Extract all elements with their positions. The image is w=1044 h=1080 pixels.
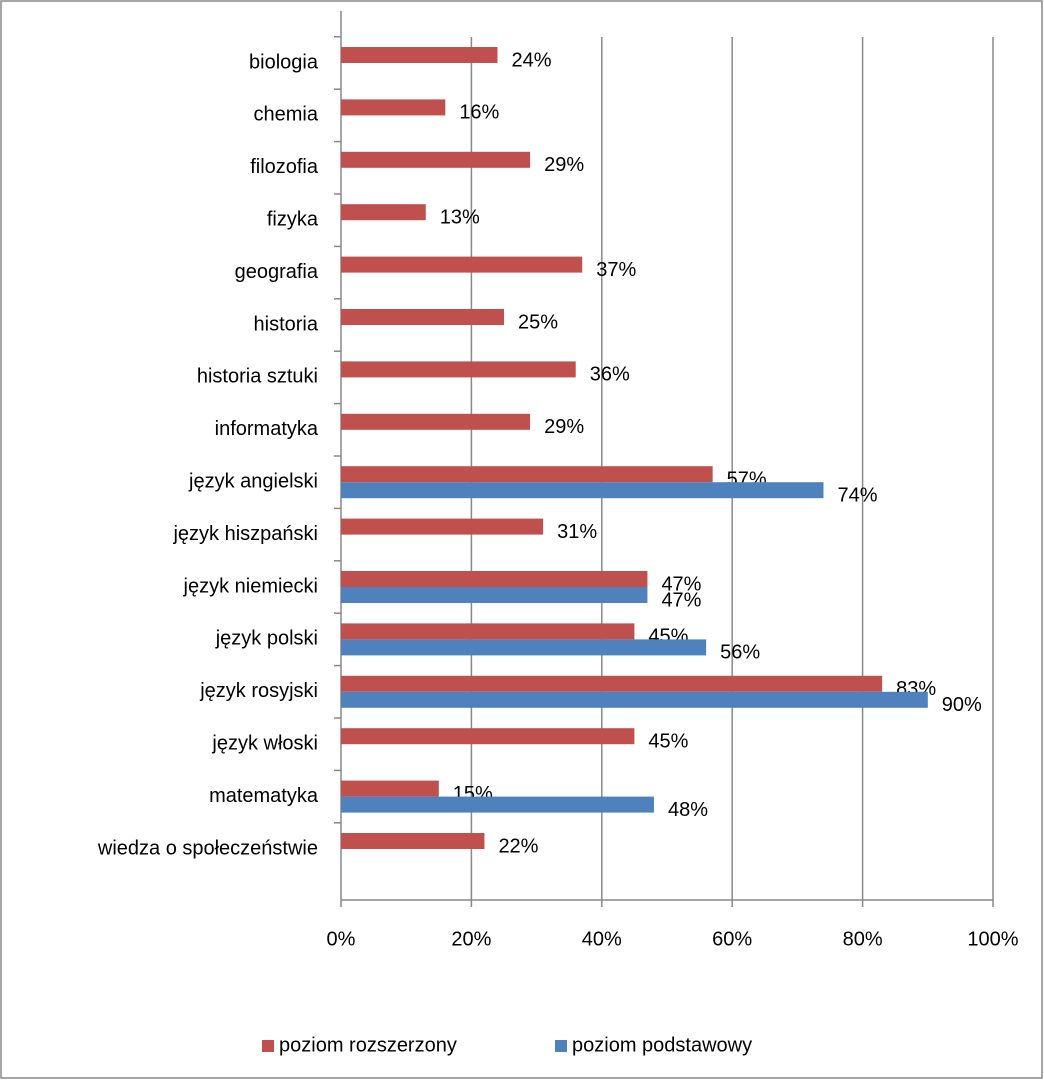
legend-label: poziom podstawowy: [572, 1034, 752, 1056]
value-label: 36%: [590, 364, 630, 386]
bar: [341, 413, 531, 430]
bar: [341, 796, 654, 813]
value-label: 31%: [557, 521, 597, 543]
x-tick-label: 0%: [327, 928, 356, 950]
bar: [341, 151, 531, 168]
x-tick-label: 60%: [712, 928, 752, 950]
value-label: 24%: [511, 49, 551, 71]
value-label: 25%: [518, 311, 558, 333]
bar: [341, 833, 485, 849]
y-tick-label: język angielski: [188, 470, 318, 492]
legend-label: poziom rozszerzony: [279, 1034, 457, 1056]
value-label: 47%: [661, 589, 701, 611]
y-tick-label: język polski: [215, 628, 318, 650]
value-label: 29%: [544, 416, 584, 438]
bar: [341, 361, 576, 378]
bar: [341, 571, 648, 587]
y-tick-label: język hiszpański: [172, 523, 318, 545]
x-tick-label: 20%: [451, 928, 491, 950]
y-tick-label: fizyka: [267, 208, 319, 230]
x-tick-label: 40%: [582, 928, 622, 950]
y-tick-label: wiedza o społeczeństwie: [97, 837, 318, 859]
value-label: 48%: [668, 799, 708, 821]
x-tick-label: 80%: [843, 928, 883, 950]
y-tick-label: historia: [254, 313, 319, 335]
x-tick-label: 100%: [967, 928, 1018, 950]
value-label: 37%: [596, 259, 636, 281]
y-tick-label: matematyka: [209, 785, 319, 807]
y-tick-label: chemia: [254, 104, 319, 126]
value-label: 16%: [459, 102, 499, 124]
bar: [341, 256, 583, 273]
bar: [341, 639, 707, 656]
bar: [341, 518, 544, 535]
value-label: 13%: [440, 206, 480, 228]
y-tick-label: język włoski: [211, 732, 318, 754]
bar: [341, 675, 883, 692]
bar: [341, 728, 635, 745]
y-tick-label: biologia: [249, 51, 319, 73]
bar: [341, 99, 446, 116]
y-tick-label: historia sztuki: [197, 366, 318, 388]
bar: [341, 587, 648, 603]
value-label: 47%: [661, 573, 701, 595]
bar: [341, 466, 713, 483]
bar: [341, 623, 635, 640]
y-tick-label: filozofia: [250, 156, 319, 178]
bar: [341, 204, 426, 221]
y-tick-label: geografia: [235, 261, 319, 283]
bar: [341, 691, 928, 708]
y-tick-label: język rosyjski: [199, 680, 318, 702]
value-label: 56%: [720, 642, 760, 664]
y-tick-label: język niemiecki: [183, 575, 318, 597]
value-label: 29%: [544, 154, 584, 176]
bar: [341, 780, 439, 797]
bar: [341, 47, 498, 63]
legend-swatch: [262, 1040, 274, 1052]
value-label: 74%: [837, 484, 877, 506]
value-label: 90%: [942, 694, 982, 716]
y-tick-label: informatyka: [215, 418, 319, 440]
bar: [341, 309, 504, 325]
value-label: 45%: [648, 730, 688, 752]
legend-swatch: [555, 1040, 567, 1052]
bar: [341, 482, 824, 499]
value-label: 22%: [498, 835, 538, 857]
